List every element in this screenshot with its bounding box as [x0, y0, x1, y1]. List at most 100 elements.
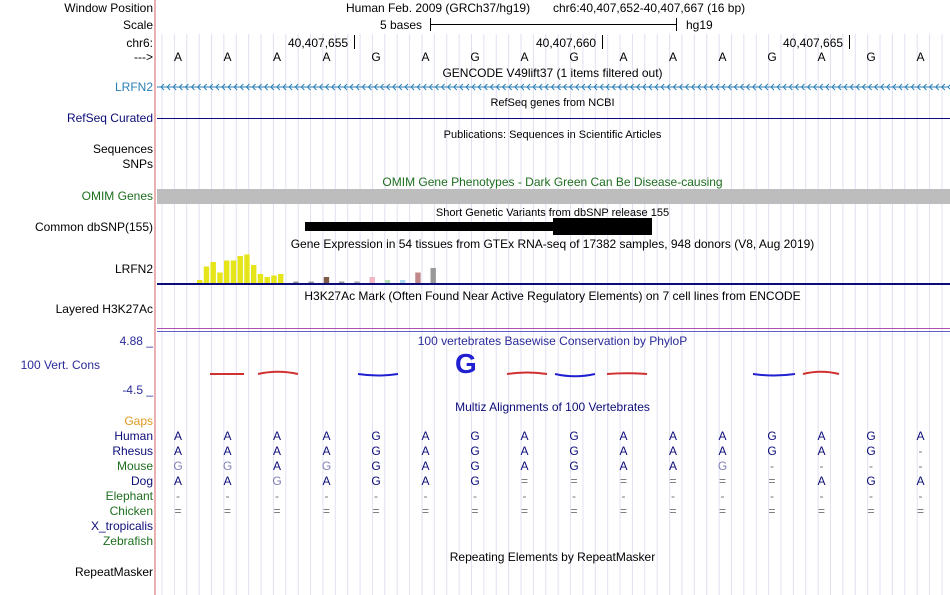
alignment-base: = [619, 474, 627, 488]
gtex-tissue-bar[interactable] [264, 277, 270, 283]
alignment-base: A [421, 429, 430, 443]
alignment-base: - [522, 489, 527, 503]
gtex-expression-chart[interactable] [155, 251, 950, 287]
refseq-track-label[interactable]: RefSeq Curated [66, 111, 153, 125]
species-label[interactable]: Chicken [109, 504, 153, 518]
gtex-tissue-bar[interactable] [217, 272, 223, 284]
alignment-base: G [866, 444, 876, 458]
sequence-base: G [767, 50, 777, 64]
alignment-base: = [322, 504, 330, 518]
species-label[interactable]: Rhesus [112, 444, 153, 458]
dbsnp-track-label[interactable]: Common dbSNP(155) [34, 220, 153, 234]
gtex-tissue-bar[interactable] [369, 277, 375, 283]
species-label[interactable]: Human [114, 429, 153, 443]
gencode-track-label[interactable]: LRFN2 [114, 80, 153, 94]
alignment-base: - [918, 459, 923, 473]
alignment-base: = [718, 504, 726, 518]
species-label[interactable]: X_tropicalis [90, 519, 153, 533]
alignment-base: - [720, 489, 725, 503]
gtex-tissue-bar[interactable] [308, 281, 314, 284]
phylop-track-label[interactable]: 100 Vert. Cons [20, 358, 100, 372]
alignment-base: A [421, 444, 430, 458]
sequence-base: A [916, 50, 925, 64]
gtex-tissue-bar[interactable] [237, 256, 243, 283]
repeatmasker-track-label[interactable]: RepeatMasker [74, 565, 153, 579]
dbsnp-variant-bar[interactable] [553, 218, 652, 235]
alignment-base: A [817, 429, 826, 443]
gtex-tissue-bar[interactable] [400, 280, 406, 283]
sequence-base: A [272, 50, 281, 64]
phylop-score-mark [606, 372, 648, 375]
h3k27ac-track-label[interactable]: Layered H3K27Ac [55, 302, 153, 316]
alignment-base: - [770, 489, 774, 503]
publications-track-label[interactable]: Sequences [92, 142, 153, 156]
gtex-tissue-bar[interactable] [293, 281, 299, 284]
refseq-gene-line[interactable] [157, 118, 950, 119]
species-label[interactable]: Mouse [116, 459, 153, 473]
alignment-base: A [619, 429, 628, 443]
gtex-tissue-bar[interactable] [278, 274, 284, 283]
alignment-base: A [223, 444, 232, 458]
species-label[interactable]: Dog [130, 474, 153, 488]
gtex-tissue-bar[interactable] [244, 254, 250, 284]
phylop-score-mark [752, 373, 796, 377]
gtex-tissue-bar[interactable] [210, 262, 216, 283]
alignment-base: G [371, 474, 381, 488]
alignment-base: = [768, 504, 776, 518]
alignment-base: A [223, 429, 232, 443]
alignment-base: A [173, 429, 182, 443]
alignment-base: G [321, 459, 332, 473]
scale-bar [430, 24, 677, 25]
dbsnp-track-title[interactable]: Short Genetic Variants from dbSNP releas… [435, 207, 670, 219]
omim-track-label[interactable]: OMIM Genes [81, 189, 153, 203]
gtex-tissue-bar[interactable] [339, 281, 345, 284]
sequence-base: G [371, 50, 381, 64]
dbsnp-variant-bar[interactable] [305, 222, 652, 231]
alignment-base: = [471, 504, 479, 518]
gtex-tissue-bar[interactable] [354, 281, 360, 284]
phylop-conservation-plot[interactable] [155, 350, 950, 385]
gencode-track-title[interactable]: GENCODE V49lift37 (1 items filtered out) [442, 66, 663, 80]
refseq-track-title[interactable]: RefSeq genes from NCBI [490, 97, 615, 109]
multiz-track-title[interactable]: Multiz Alignments of 100 Vertebrates [455, 400, 650, 414]
gtex-tissue-bar[interactable] [430, 268, 436, 283]
gtex-tissue-bar[interactable] [415, 272, 421, 284]
gtex-tissue-bar[interactable] [224, 260, 230, 284]
omim-phenotype-bar[interactable] [157, 189, 950, 204]
species-label[interactable]: Elephant [105, 489, 153, 503]
phylop-track-title[interactable]: 100 vertebrates Basewise Conservation by… [417, 334, 688, 348]
alignment-base: = [421, 504, 429, 518]
gtex-track-title[interactable]: Gene Expression in 54 tissues from GTEx … [290, 237, 815, 251]
gtex-tissue-bar[interactable] [257, 274, 264, 283]
sequence-base: A [619, 50, 628, 64]
coord-tick-label: 40,407,660 [536, 36, 597, 50]
gtex-tissue-bar[interactable] [197, 280, 203, 283]
publications-track-title[interactable]: Publications: Sequences in Scientific Ar… [443, 129, 662, 141]
alignment-base: = [867, 504, 875, 518]
alignment-base: A [272, 429, 281, 443]
gtex-tissue-bar[interactable] [384, 280, 391, 283]
alignment-base: A [322, 444, 331, 458]
scale-bar-right-cap [676, 18, 677, 31]
repeatmasker-track-title[interactable]: Repeating Elements by RepeatMasker [449, 550, 656, 564]
gtex-tissue-bar[interactable] [203, 266, 210, 284]
alignment-base: - [225, 489, 230, 503]
omim-track-title[interactable]: OMIM Gene Phenotypes - Dark Green Can Be… [382, 175, 723, 189]
sequence-base: G [470, 50, 480, 64]
alignment-base: A [718, 429, 727, 443]
snps-track-label[interactable]: SNPs [122, 157, 153, 171]
lrfn2-gene-model[interactable] [155, 80, 950, 94]
alignment-base: G [173, 459, 183, 473]
gtex-tissue-bar[interactable] [230, 260, 237, 284]
gtex-tissue-bar[interactable] [251, 265, 257, 283]
alignment-base: - [374, 489, 378, 503]
alignment-base: G [767, 429, 777, 443]
species-label[interactable]: Zebrafish [102, 534, 153, 548]
h3k27ac-track-title[interactable]: H3K27Ac Mark (Often Found Near Active Re… [304, 289, 801, 303]
gtex-tissue-bar[interactable] [271, 275, 277, 284]
alignment-base: A [322, 429, 331, 443]
window-position-label: Window Position [64, 1, 153, 15]
gtex-track-label[interactable]: LRFN2 [114, 262, 153, 276]
alignment-base: - [918, 489, 923, 503]
gtex-tissue-bar[interactable] [323, 277, 330, 283]
